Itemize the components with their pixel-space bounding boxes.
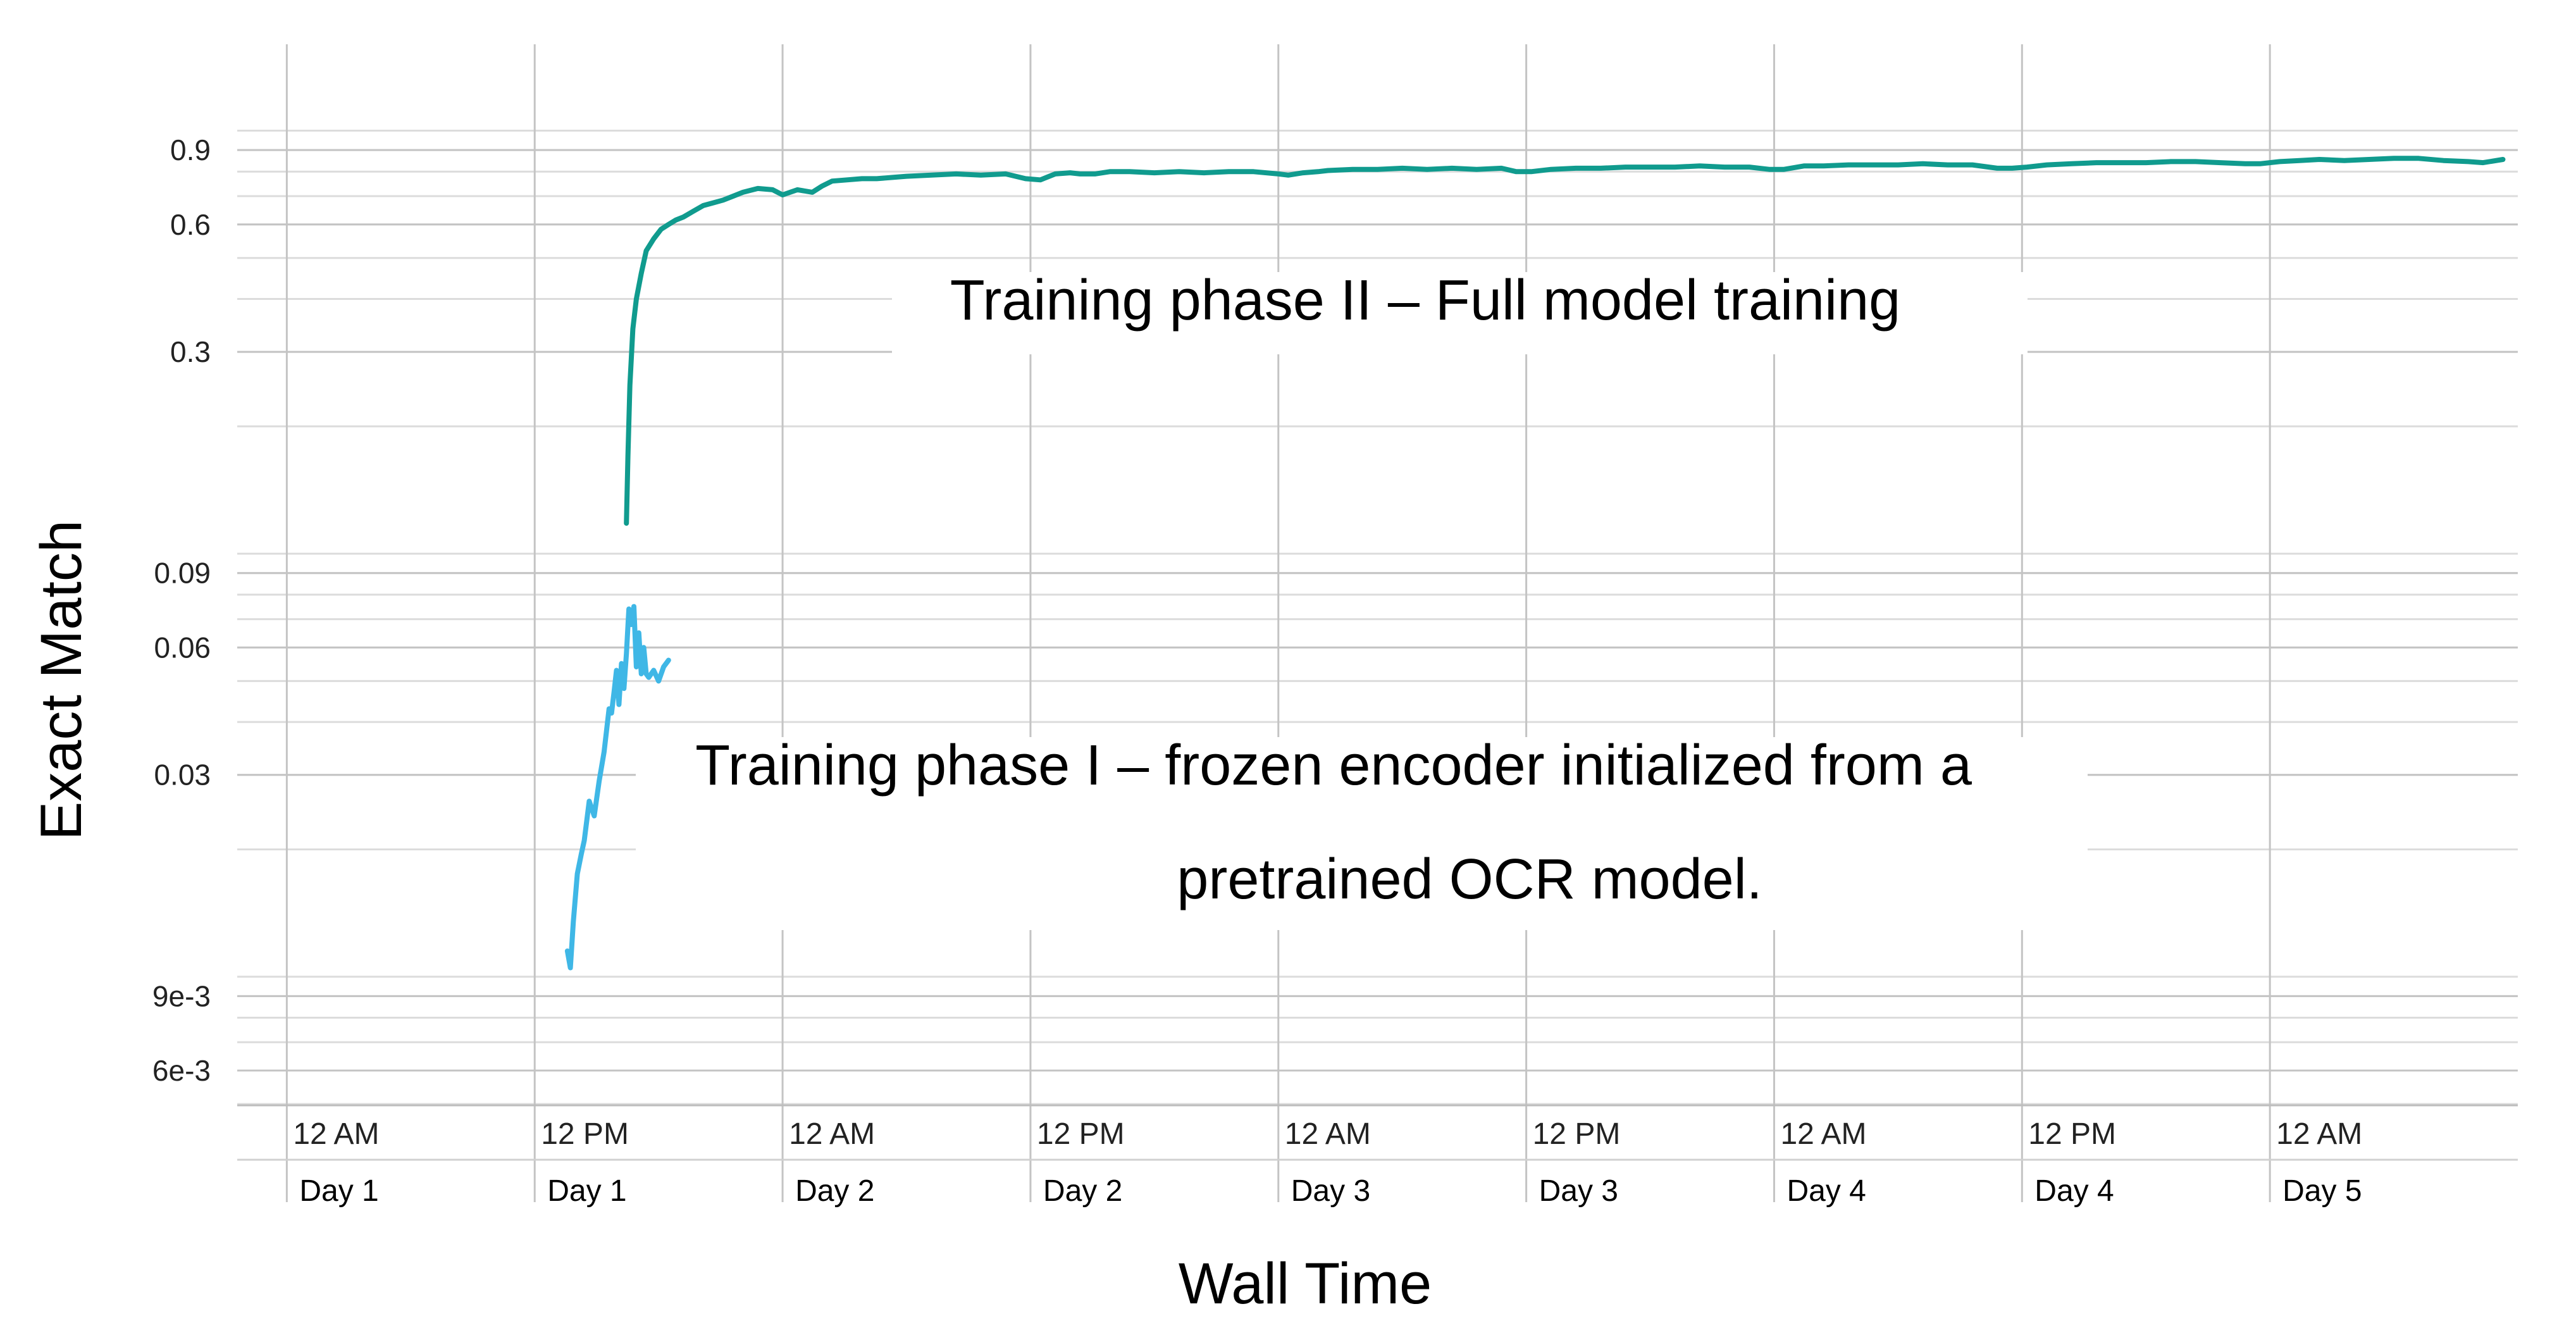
y-tick-label: 0.3 [170,335,211,368]
y-tick-label: 9e-3 [152,979,211,1012]
y-tick-label: 0.9 [170,134,211,166]
vertical-gridlines [285,44,2271,1202]
x-tick-day: Day 2 [1043,1174,1122,1208]
x-axis-title: Wall Time [1179,1251,1432,1316]
x-tick-time: 12 PM [1533,1117,1621,1151]
x-tick-day: Day 4 [1786,1174,1866,1208]
x-tick-day: Day 5 [2282,1174,2362,1208]
x-tick-day: Day 3 [1291,1174,1370,1208]
annotation-phase-2: Training phase II – Full model training [950,269,1900,332]
y-axis-title: Exact Match [29,520,94,840]
x-tick-time: 12 AM [1780,1117,1866,1151]
annotation-phase-1-line-2-background [636,826,2088,930]
x-tick-day: Day 1 [299,1174,378,1208]
x-tick-day: Day 1 [547,1174,626,1208]
series-phase-1-line [564,604,671,971]
y-axis-ticks: 6e-3 9e-3 0.03 0.06 0.09 0.3 0.6 0.9 [152,134,211,1087]
y-tick-label: 0.03 [154,759,211,792]
x-tick-time: 12 AM [2276,1117,2362,1151]
y-tick-label: 0.09 [154,557,211,590]
annotation-phase-2-background [892,272,2028,354]
series-phase-2-line [624,156,2506,526]
series-lines [564,156,2506,971]
x-tick-day: Day 4 [2034,1174,2114,1208]
x-tick-time: 12 PM [541,1117,629,1151]
y-tick-label: 0.6 [170,208,211,241]
x-axis-ticks: 12 AM Day 1 12 PM Day 1 12 AM Day 2 12 PM Day 2… [237,1104,2518,1208]
x-tick-time: 12 AM [293,1117,379,1151]
x-tick-time: 12 PM [1037,1117,1125,1151]
y-tick-label: 0.06 [154,631,211,664]
x-tick-time: 12 AM [1285,1117,1371,1151]
y-tick-label: 6e-3 [152,1054,211,1087]
x-tick-time: 12 PM [2028,1117,2116,1151]
annotation-phase-1-line-1-background [636,737,2088,826]
x-tick-day: Day 2 [795,1174,874,1208]
annotation-phase-1-line-1: Training phase I – frozen encoder initia… [695,734,1972,797]
annotations: Training phase II – Full model training T… [636,269,2088,930]
x-tick-time: 12 AM [789,1117,875,1151]
x-tick-day: Day 3 [1539,1174,1618,1208]
annotation-phase-1-line-2: pretrained OCR model. [1177,848,1762,911]
